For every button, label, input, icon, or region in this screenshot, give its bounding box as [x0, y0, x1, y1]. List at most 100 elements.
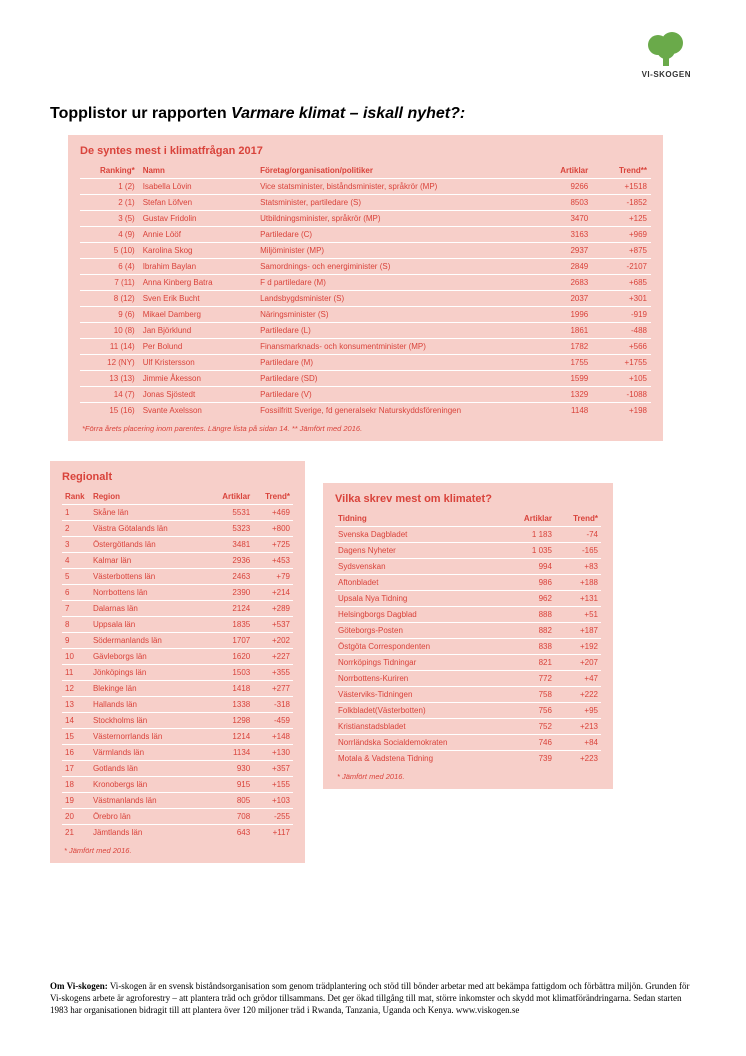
table-cell: Norrbottens-Kuriren: [335, 671, 504, 687]
table-cell: +202: [253, 633, 293, 649]
table-cell: 1996: [534, 307, 593, 323]
table-row: 18Kronobergs län915+155: [62, 777, 293, 793]
table-row: 2Västra Götalands län5323+800: [62, 521, 293, 537]
table-row: 12Blekinge län1418+277: [62, 681, 293, 697]
table-cell: Stockholms län: [90, 713, 209, 729]
table-cell: Kalmar län: [90, 553, 209, 569]
table-cell: 10 (8): [80, 323, 139, 339]
table-row: 16Värmlands län1134+130: [62, 745, 293, 761]
table-row: 15 (16)Svante AxelssonFossilfritt Sverig…: [80, 403, 651, 419]
table-row: Göteborgs-Posten882+187: [335, 623, 601, 639]
table-cell: 1214: [209, 729, 254, 745]
table-cell: Värmlands län: [90, 745, 209, 761]
about-body: Vi-skogen är en svensk biståndsorganisat…: [50, 981, 690, 1015]
table-cell: 5 (10): [80, 243, 139, 259]
table-cell: 1599: [534, 371, 593, 387]
table-cell: +188: [555, 575, 601, 591]
table-row: Aftonbladet986+188: [335, 575, 601, 591]
table-cell: Södermanlands län: [90, 633, 209, 649]
table-cell: 643: [209, 825, 254, 841]
table-cell: Utbildningsminister, språkrör (MP): [256, 211, 533, 227]
table-cell: +83: [555, 559, 601, 575]
table-row: Folkbladet(Västerbotten)756+95: [335, 703, 601, 719]
table-cell: Miljöminister (MP): [256, 243, 533, 259]
table-row: 8 (12)Sven Erik BuchtLandsbygdsminister …: [80, 291, 651, 307]
table-cell: Sven Erik Bucht: [139, 291, 256, 307]
table-cell: +223: [555, 751, 601, 767]
table-row: 14Stockholms län1298-459: [62, 713, 293, 729]
table-row: 9Södermanlands län1707+202: [62, 633, 293, 649]
table-cell: Partiledare (V): [256, 387, 533, 403]
table-cell: +357: [253, 761, 293, 777]
table-cell: Helsingborgs Dagblad: [335, 607, 504, 623]
title-plain: Topplistor ur rapporten: [50, 105, 231, 122]
table-cell: +289: [253, 601, 293, 617]
table-cell: 2124: [209, 601, 254, 617]
table-cell: +469: [253, 505, 293, 521]
table-cell: 1418: [209, 681, 254, 697]
title-italic: Varmare klimat – iskall nyhet?:: [231, 105, 465, 122]
table-row: 10 (8)Jan BjörklundPartiledare (L)1861-4…: [80, 323, 651, 339]
table-cell: Ibrahim Baylan: [139, 259, 256, 275]
table-cell: 3 (5): [80, 211, 139, 227]
table-row: 3Östergötlands län3481+725: [62, 537, 293, 553]
table-cell: 5531: [209, 505, 254, 521]
table-cell: 772: [504, 671, 555, 687]
table-cell: Västernorrlands län: [90, 729, 209, 745]
table-cell: +453: [253, 553, 293, 569]
table-cell: +355: [253, 665, 293, 681]
table-cell: 739: [504, 751, 555, 767]
table-cell: 15 (16): [80, 403, 139, 419]
table-cell: Gävleborgs län: [90, 649, 209, 665]
table-cell: 2037: [534, 291, 593, 307]
table-row: Motala & Vadstena Tidning739+223: [335, 751, 601, 767]
table-cell: 17: [62, 761, 90, 777]
table-cell: 1148: [534, 403, 593, 419]
table-row: 2 (1)Stefan LöfvenStatsminister, partile…: [80, 195, 651, 211]
table-cell: +222: [555, 687, 601, 703]
table-cell: 4 (9): [80, 227, 139, 243]
table-cell: +47: [555, 671, 601, 687]
table-cell: -74: [555, 527, 601, 543]
table-cell: Norrköpings Tidningar: [335, 655, 504, 671]
table-cell: 1329: [534, 387, 593, 403]
table-cell: Sydsvenskan: [335, 559, 504, 575]
table-cell: +1755: [592, 355, 651, 371]
table-cell: 838: [504, 639, 555, 655]
table-cell: +1518: [592, 179, 651, 195]
table-cell: Per Bolund: [139, 339, 256, 355]
table-cell: +537: [253, 617, 293, 633]
table-cell: 21: [62, 825, 90, 841]
table-cell: 1620: [209, 649, 254, 665]
table-cell: Upsala Nya Tidning: [335, 591, 504, 607]
table-cell: 12 (NY): [80, 355, 139, 371]
table-cell: Partiledare (M): [256, 355, 533, 371]
table-cell: Anna Kinberg Batra: [139, 275, 256, 291]
table-cell: -919: [592, 307, 651, 323]
table-cell: Dagens Nyheter: [335, 543, 504, 559]
table-cell: 962: [504, 591, 555, 607]
table-cell: Stefan Löfven: [139, 195, 256, 211]
table-cell: -2107: [592, 259, 651, 275]
table-cell: 2 (1): [80, 195, 139, 211]
table-cell: +800: [253, 521, 293, 537]
table-header: Trend**: [592, 163, 651, 179]
table-row: Helsingborgs Dagblad888+51: [335, 607, 601, 623]
news-panel: Vilka skrev mest om klimatet? TidningArt…: [323, 483, 613, 789]
table-cell: Motala & Vadstena Tidning: [335, 751, 504, 767]
table-cell: 2936: [209, 553, 254, 569]
regional-panel-title: Regionalt: [62, 471, 293, 483]
table-cell: +103: [253, 793, 293, 809]
table-cell: 3: [62, 537, 90, 553]
table-cell: 8 (12): [80, 291, 139, 307]
table-row: 9 (6)Mikael DambergNäringsminister (S)19…: [80, 307, 651, 323]
table-cell: Östergötlands län: [90, 537, 209, 553]
table-cell: Näringsminister (S): [256, 307, 533, 323]
table-row: 4Kalmar län2936+453: [62, 553, 293, 569]
table-cell: +117: [253, 825, 293, 841]
table-cell: +875: [592, 243, 651, 259]
table-cell: 746: [504, 735, 555, 751]
table-row: 8Uppsala län1835+537: [62, 617, 293, 633]
table-cell: 11 (14): [80, 339, 139, 355]
logo: VI-SKOGEN: [642, 30, 691, 79]
